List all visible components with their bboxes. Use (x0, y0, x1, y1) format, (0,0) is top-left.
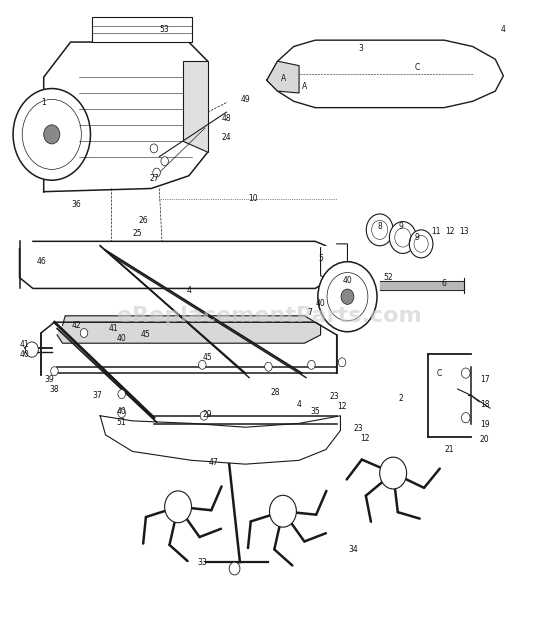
Text: 17: 17 (480, 375, 489, 384)
Text: 40: 40 (343, 276, 353, 285)
Text: 39: 39 (44, 375, 54, 384)
Text: 23: 23 (329, 392, 339, 401)
Text: 12: 12 (445, 226, 454, 235)
Text: 18: 18 (480, 401, 489, 410)
Circle shape (379, 457, 406, 489)
Text: 40: 40 (117, 334, 127, 343)
Text: 24: 24 (222, 133, 231, 142)
Text: 27: 27 (149, 174, 158, 184)
Text: 12: 12 (361, 434, 370, 443)
Polygon shape (57, 316, 321, 343)
Polygon shape (183, 61, 208, 152)
Text: 7: 7 (307, 308, 312, 317)
Circle shape (461, 368, 470, 378)
Circle shape (461, 413, 470, 423)
Circle shape (338, 358, 346, 367)
Circle shape (80, 329, 88, 338)
Text: 23: 23 (354, 424, 363, 433)
Text: 42: 42 (71, 321, 81, 330)
Text: 4: 4 (186, 286, 191, 295)
Text: 28: 28 (270, 388, 280, 397)
Text: 8: 8 (377, 222, 382, 231)
Text: 21: 21 (445, 445, 454, 454)
Text: 13: 13 (459, 226, 469, 235)
Circle shape (51, 367, 58, 376)
Text: 29: 29 (203, 410, 212, 419)
Text: 25: 25 (133, 228, 143, 237)
Circle shape (118, 409, 126, 418)
Text: 41: 41 (109, 324, 119, 333)
Text: 40: 40 (117, 407, 127, 416)
Text: 40: 40 (316, 299, 326, 308)
Text: 34: 34 (348, 545, 358, 554)
Polygon shape (92, 17, 191, 42)
Text: 40: 40 (20, 350, 30, 359)
Text: 9: 9 (415, 233, 420, 242)
Circle shape (150, 144, 158, 153)
Circle shape (13, 89, 91, 180)
Text: 20: 20 (480, 436, 489, 445)
Circle shape (367, 214, 393, 246)
Text: 35: 35 (310, 407, 320, 416)
Text: 37: 37 (93, 391, 102, 400)
Text: 6: 6 (442, 279, 447, 288)
Text: 10: 10 (248, 193, 258, 202)
Text: 9: 9 (399, 222, 404, 231)
Polygon shape (100, 416, 341, 464)
Text: 41: 41 (20, 340, 30, 349)
Circle shape (308, 360, 315, 369)
Polygon shape (44, 42, 208, 191)
Text: 47: 47 (208, 457, 218, 467)
Text: eReplacementParts.com: eReplacementParts.com (117, 306, 422, 326)
Text: C: C (414, 63, 420, 72)
Polygon shape (267, 40, 503, 108)
Circle shape (270, 495, 296, 527)
Text: 3: 3 (358, 44, 363, 53)
Circle shape (265, 362, 272, 371)
Text: 19: 19 (480, 420, 489, 429)
Text: 48: 48 (222, 114, 231, 123)
Text: 1: 1 (42, 98, 46, 107)
Text: 36: 36 (71, 200, 81, 209)
Text: 51: 51 (117, 418, 127, 427)
Circle shape (200, 412, 208, 420)
Polygon shape (267, 61, 299, 93)
Text: 33: 33 (197, 558, 207, 567)
Text: 46: 46 (36, 257, 46, 266)
Text: 52: 52 (383, 273, 392, 282)
Polygon shape (41, 322, 337, 375)
Text: 11: 11 (431, 226, 441, 235)
Circle shape (25, 342, 38, 357)
Circle shape (409, 230, 433, 258)
Circle shape (161, 157, 168, 166)
Circle shape (153, 168, 161, 177)
Circle shape (118, 390, 126, 399)
Text: 45: 45 (141, 330, 151, 339)
Text: 2: 2 (399, 394, 404, 403)
Text: 38: 38 (50, 385, 59, 394)
Circle shape (341, 289, 354, 304)
Text: 4: 4 (501, 25, 506, 34)
Polygon shape (19, 241, 337, 288)
Circle shape (389, 221, 416, 253)
Text: A: A (281, 74, 287, 83)
Text: C: C (436, 369, 441, 378)
Text: 26: 26 (139, 216, 148, 225)
Circle shape (229, 562, 240, 575)
Text: A: A (302, 82, 307, 91)
Circle shape (198, 360, 206, 369)
Circle shape (318, 262, 377, 332)
Text: 5: 5 (318, 254, 323, 263)
Text: 49: 49 (240, 95, 250, 104)
Text: 4: 4 (296, 401, 301, 410)
Circle shape (44, 125, 60, 144)
Circle shape (165, 491, 191, 523)
Text: 45: 45 (203, 353, 212, 362)
Polygon shape (321, 244, 348, 284)
Text: 12: 12 (337, 403, 347, 412)
Text: 53: 53 (160, 25, 170, 34)
